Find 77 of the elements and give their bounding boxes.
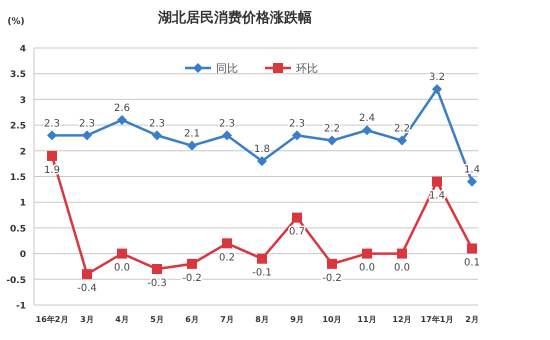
x-tick-label: 11月 <box>357 315 377 324</box>
point <box>292 212 302 223</box>
y-tick-label: 3.5 <box>10 70 26 80</box>
point <box>187 140 197 151</box>
x-tick-label: 16年2月 <box>36 315 68 324</box>
x-tick-label: 4月 <box>115 315 129 324</box>
point <box>397 136 407 146</box>
y-tick-label: 3 <box>20 96 26 106</box>
x-tick-label: 12月 <box>392 315 412 324</box>
legend-label: 环比 <box>296 62 318 75</box>
data-label: 0.0 <box>114 262 130 274</box>
x-tick-label: 3月 <box>80 315 94 324</box>
y-tick-label: 2.5 <box>10 122 26 132</box>
data-label: 2.3 <box>79 118 95 130</box>
point <box>432 84 442 94</box>
y-tick-label: 2 <box>20 147 26 158</box>
point <box>117 248 127 259</box>
data-label: 2.4 <box>359 113 375 124</box>
data-label: 0.1 <box>464 257 480 268</box>
x-tick-label: 8月 <box>255 315 269 324</box>
point <box>432 176 442 187</box>
data-label: -0.3 <box>147 278 167 290</box>
data-label: 2.1 <box>184 128 200 140</box>
data-label: 0.7 <box>289 226 305 238</box>
y-tick-label: -0.5 <box>6 276 26 286</box>
data-label: 2.3 <box>149 118 165 130</box>
point <box>152 130 162 140</box>
data-label: 2.6 <box>114 102 130 114</box>
data-label: 2.2 <box>394 124 410 135</box>
data-label: 3.2 <box>429 72 445 84</box>
point <box>362 248 372 259</box>
point <box>117 114 127 125</box>
data-label: 0.0 <box>359 262 375 274</box>
y-tick-label: 4 <box>20 44 26 54</box>
data-label: 2.3 <box>44 118 60 130</box>
point <box>152 264 162 274</box>
x-tick-label: 10月 <box>322 315 342 324</box>
point <box>222 130 232 140</box>
data-label: 0.2 <box>219 252 235 264</box>
data-label: 2.3 <box>289 118 305 130</box>
legend-label: 同比 <box>216 62 238 75</box>
data-label: 0.0 <box>394 262 410 274</box>
point <box>82 130 92 140</box>
x-tick-label: 17年1月 <box>420 315 454 324</box>
point <box>257 156 267 166</box>
y-tick-label: 1.5 <box>10 173 26 183</box>
point <box>47 150 57 161</box>
x-tick-label: 2月 <box>465 315 479 324</box>
data-label: 1.8 <box>254 144 270 156</box>
point <box>327 258 337 269</box>
point <box>397 248 407 259</box>
point <box>292 130 302 140</box>
chart-title: 湖北居民消费价格涨跌幅 <box>157 10 312 26</box>
y-axis-title: (%) <box>7 17 25 27</box>
point <box>222 238 232 248</box>
y-tick-label: 1 <box>20 198 26 209</box>
point <box>327 136 337 146</box>
data-label: 2.2 <box>324 124 340 135</box>
point <box>467 243 477 254</box>
data-label: -0.4 <box>77 283 97 294</box>
x-tick-label: 5月 <box>150 315 164 324</box>
point <box>467 176 477 187</box>
point <box>187 258 197 269</box>
x-tick-label: 9月 <box>290 315 304 324</box>
y-tick-label: 0 <box>20 250 26 260</box>
point <box>362 125 372 136</box>
data-label: 2.3 <box>219 118 235 130</box>
y-tick-label: -1 <box>16 302 26 312</box>
x-tick-label: 7月 <box>220 315 234 324</box>
data-label: -0.2 <box>322 272 342 284</box>
point <box>82 269 92 280</box>
x-tick-label: 6月 <box>185 315 199 324</box>
data-label: -0.1 <box>252 268 272 279</box>
point <box>257 254 267 264</box>
data-label: -0.2 <box>182 272 202 284</box>
y-tick-label: 0.5 <box>10 224 26 234</box>
point <box>47 130 57 140</box>
